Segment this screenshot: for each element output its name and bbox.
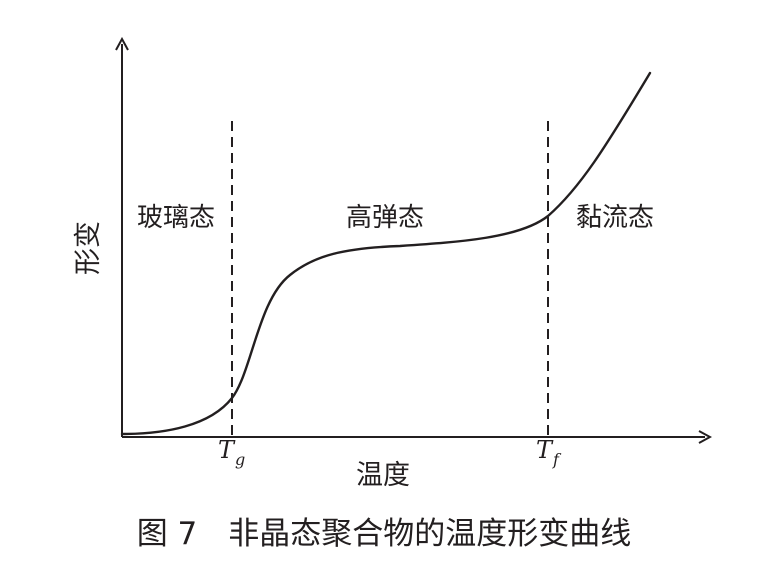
tg-label-sub: g — [235, 450, 245, 469]
tg-label: Tg — [218, 436, 245, 469]
tf-label-sub: f — [552, 450, 562, 469]
x-axis-label: 温度 — [356, 460, 410, 491]
region-label-rubbery: 高弹态 — [346, 203, 424, 233]
region-label-viscous: 黏流态 — [576, 203, 654, 233]
tg-label-main: T — [218, 436, 236, 464]
tf-label-main: T — [536, 436, 554, 464]
tf-label: Tf — [536, 436, 562, 469]
figure-caption: 图 7 非晶态聚合物的温度形变曲线 — [137, 516, 632, 552]
region-label-glassy: 玻璃态 — [137, 203, 215, 233]
deformation-curve — [120, 71, 652, 436]
y-axis-label: 形变 — [73, 221, 104, 275]
